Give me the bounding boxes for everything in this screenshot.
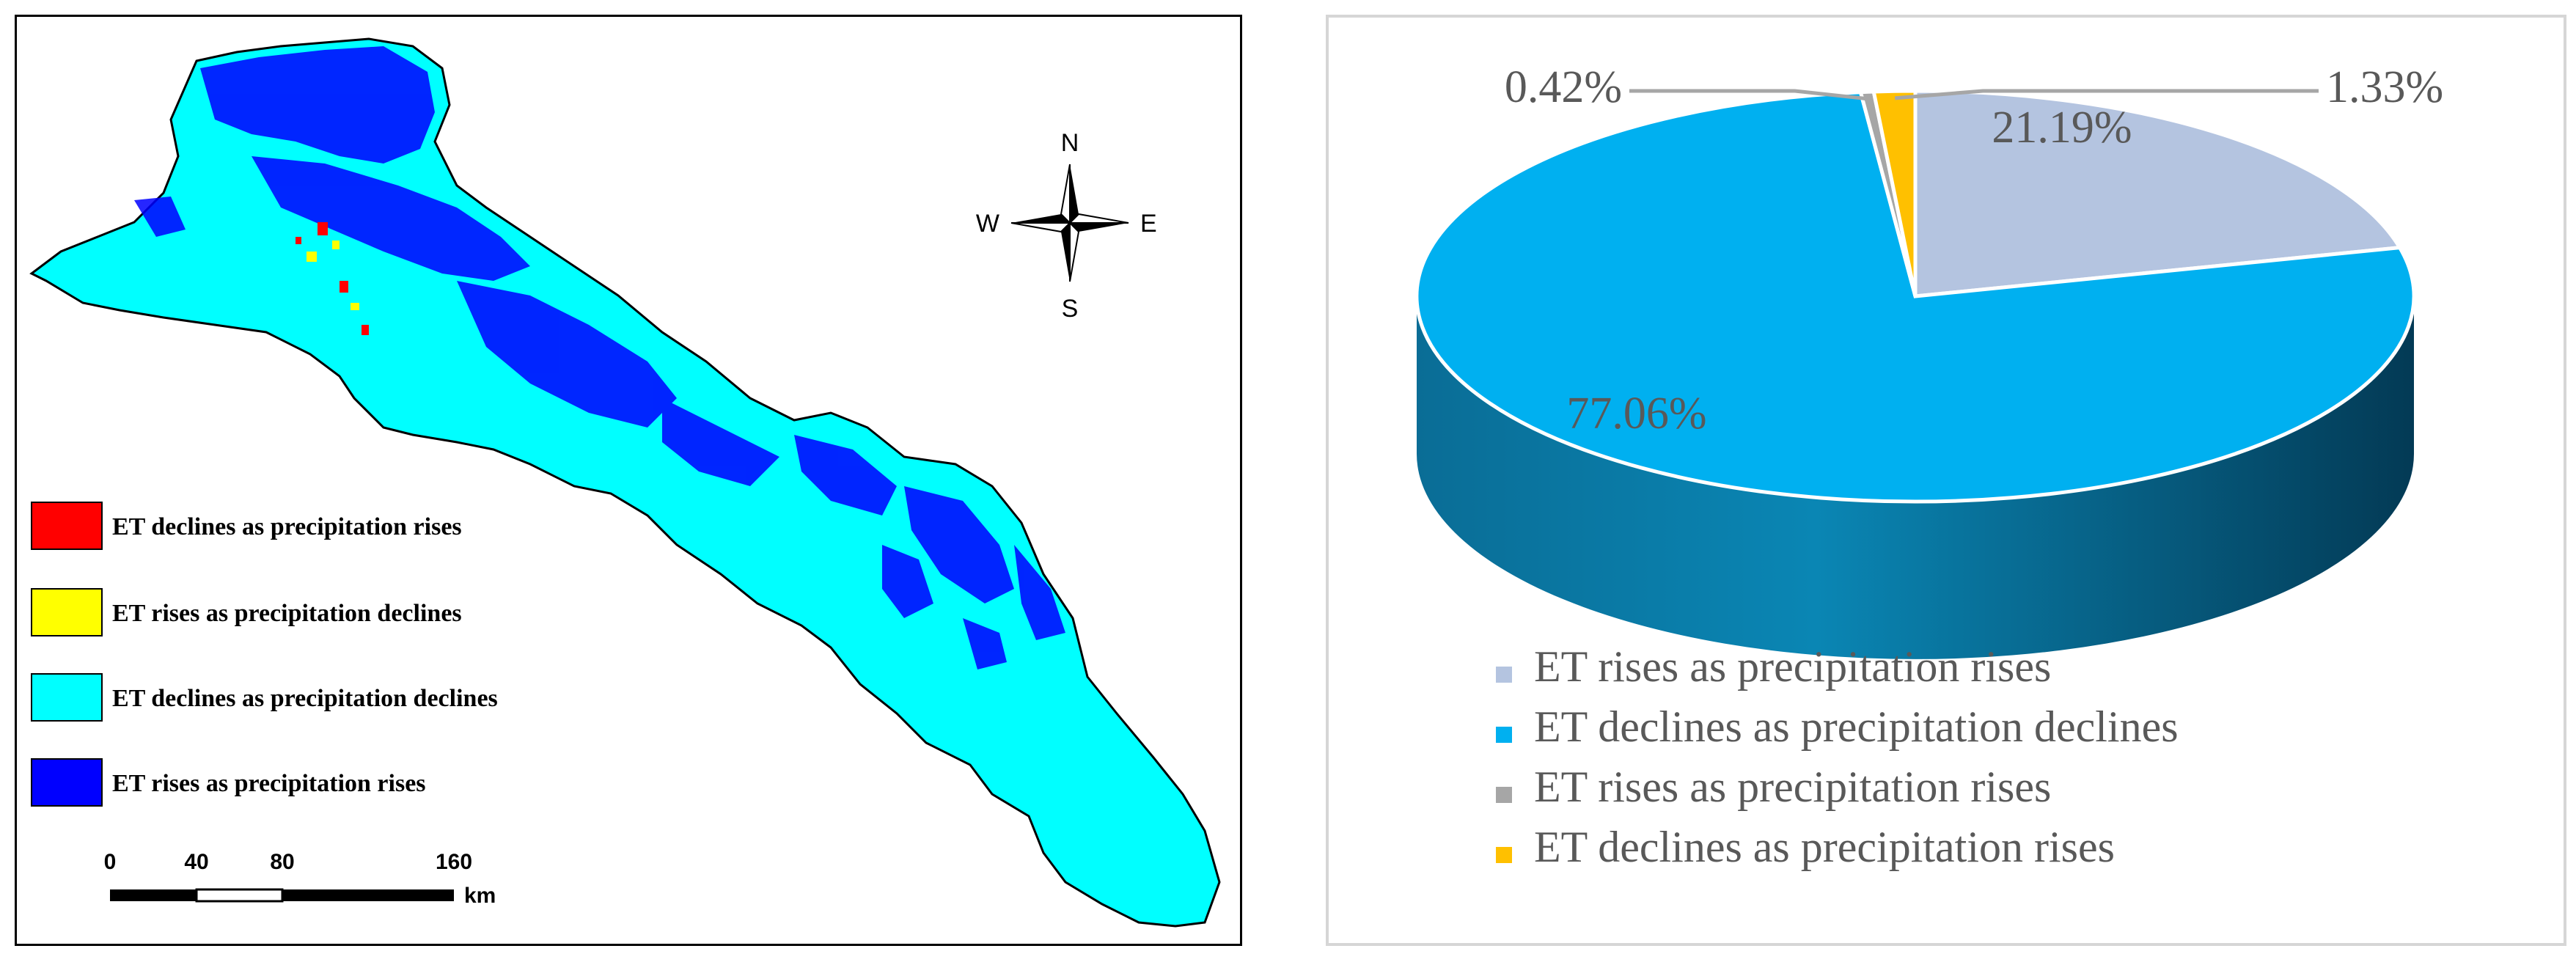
pie-leader-2 xyxy=(1629,89,1868,101)
pie-legend-label-0: ET rises as precipitation rises xyxy=(1534,642,2051,691)
legend-label-cyan: ET declines as precipitation declines xyxy=(112,685,498,712)
pie-leader-3 xyxy=(1894,89,2319,100)
legend-label-yellow: ET rises as precipitation declines xyxy=(112,600,462,627)
pie-slice-1 xyxy=(1414,90,2416,504)
pie-legend-swatch-0 xyxy=(1496,667,1512,683)
pie-side-group xyxy=(1417,296,2414,659)
legend-item-yellow: ET rises as precipitation declines xyxy=(31,588,462,636)
compass-w: W xyxy=(976,210,999,238)
scale-tick-80: 80 xyxy=(270,850,294,874)
legend-item-red: ET declines as precipitation rises xyxy=(31,502,462,550)
pie-data-label-3: 1.33% xyxy=(2326,62,2443,112)
pie-legend-item-1: ET declines as precipitation declines xyxy=(1496,702,2179,751)
scale-unit: km xyxy=(464,884,496,908)
scale-bar: 0 40 80 160 km xyxy=(104,850,496,908)
pie-slices xyxy=(1414,89,2416,504)
map-legend: ET declines as precipitation rises ET ri… xyxy=(31,502,498,807)
red-patches xyxy=(296,222,369,335)
compass-rose: N S E W xyxy=(976,129,1157,323)
pie-data-label-0: 21.19% xyxy=(1992,103,2132,153)
pie-slice-3 xyxy=(1871,89,1918,297)
pie-legend-swatch-3 xyxy=(1496,847,1512,863)
pie-data-label-1: 77.06% xyxy=(1566,389,1706,439)
pie-data-labels: 21.19% 77.06% 0.42% 1.33% xyxy=(1505,62,2443,439)
map-svg: N S E W ET declines as precipitation ris… xyxy=(29,37,1221,928)
pie-legend-item-2: ET rises as precipitation rises xyxy=(1496,763,2051,811)
blue-patches xyxy=(134,46,1065,669)
pie-legend-swatch-1 xyxy=(1496,727,1512,743)
pie-legend-item-0: ET rises as precipitation rises xyxy=(1496,642,2051,691)
legend-item-cyan: ET declines as precipitation declines xyxy=(31,673,498,722)
pie-legend: ET rises as precipitation rises ET declin… xyxy=(1496,642,2179,871)
yellow-patches xyxy=(307,241,359,310)
compass-n: N xyxy=(1061,129,1079,157)
pie-slice-0 xyxy=(1913,89,2403,298)
compass-s: S xyxy=(1062,295,1079,323)
scale-tick-40: 40 xyxy=(184,850,208,874)
pie-legend-swatch-2 xyxy=(1496,787,1512,803)
pie-side-wall xyxy=(1417,296,2414,659)
pie-legend-label-1: ET declines as precipitation declines xyxy=(1534,702,2179,751)
compass-e: E xyxy=(1140,210,1157,238)
region-shape xyxy=(29,37,1221,928)
legend-label-blue: ET rises as precipitation rises xyxy=(112,770,426,797)
pie-chart-svg: 21.19% 77.06% 0.42% 1.33% ET rises as preci… xyxy=(1414,62,2443,871)
pie-chart-panel: 21.19% 77.06% 0.42% 1.33% ET rises as preci… xyxy=(1326,15,2566,946)
map-panel: N S E W ET declines as precipitation ris… xyxy=(15,15,1242,946)
pie-leader-lines xyxy=(1629,89,2319,101)
legend-label-red: ET declines as precipitation rises xyxy=(112,513,462,540)
pie-legend-item-3: ET declines as precipitation rises xyxy=(1496,823,2115,871)
scale-tick-0: 0 xyxy=(104,850,117,874)
scale-tick-160: 160 xyxy=(436,850,472,874)
pie-data-label-2: 0.42% xyxy=(1505,62,1622,112)
pie-legend-label-3: ET declines as precipitation rises xyxy=(1534,823,2115,871)
pie-legend-label-2: ET rises as precipitation rises xyxy=(1534,763,2051,811)
legend-item-blue: ET rises as precipitation rises xyxy=(31,758,426,807)
